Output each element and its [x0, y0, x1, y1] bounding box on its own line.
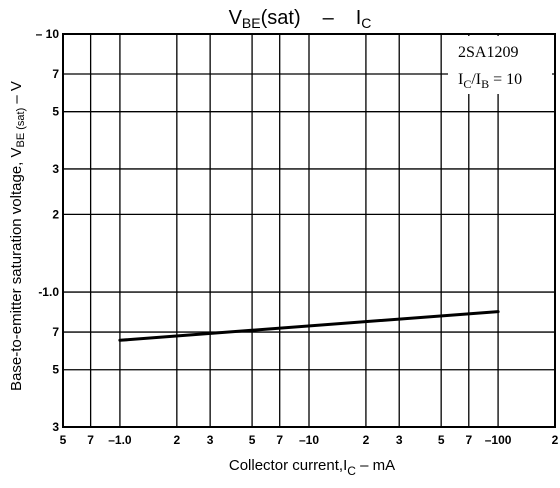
series-line-0 — [118, 310, 500, 342]
x-tick-label-8: 2 — [363, 433, 370, 447]
x-tick-labels: 5 7 –1.0 2 3 5 7 –10 2 3 5 7 –100 2 — [60, 433, 559, 447]
y-tick-label-1: 5 — [52, 363, 59, 377]
chart-title: VBE(sat) – IC — [229, 7, 372, 31]
y-tick-label-4: 2 — [52, 207, 59, 221]
y-tick-label-3: -1.0 — [38, 285, 59, 299]
annotation-box — [448, 36, 552, 94]
x-tick-label-11: 7 — [465, 433, 472, 447]
y-tick-labels: 3 5 7 -1.0 2 3 5 7 – 10 — [36, 27, 60, 434]
x-tick-label-12: –100 — [485, 433, 512, 447]
y-tick-label-7: 7 — [52, 67, 59, 81]
x-tick-label-4: 3 — [207, 433, 214, 447]
x-tick-label-13: 2 — [552, 433, 559, 447]
y-tick-label-2: 7 — [52, 325, 59, 339]
x-tick-label-6: 7 — [276, 433, 283, 447]
x-tick-label-2: –1.0 — [108, 433, 132, 447]
plot-frame — [62, 33, 556, 428]
x-axis-label: Collector current,IC – mA — [229, 457, 395, 478]
condition-label: IC/IB = 10 — [458, 71, 522, 91]
x-tick-label-1: 7 — [87, 433, 94, 447]
x-tick-label-9: 3 — [396, 433, 403, 447]
series-group — [118, 310, 500, 342]
device-label: 2SA1209 — [458, 44, 518, 61]
y-tick-label-5: 3 — [52, 162, 59, 176]
x-tick-label-7: –10 — [299, 433, 319, 447]
x-tick-label-3: 2 — [173, 433, 180, 447]
x-tick-label-0: 5 — [60, 433, 67, 447]
y-tick-label-0: 3 — [52, 420, 59, 434]
y-tick-label-6: 5 — [52, 105, 59, 119]
y-tick-label-8: – 10 — [36, 27, 60, 41]
x-tick-label-5: 5 — [249, 433, 256, 447]
x-tick-label-10: 5 — [438, 433, 445, 447]
y-axis-label: Base-to-emitter saturation voltage, VBE … — [8, 81, 27, 391]
